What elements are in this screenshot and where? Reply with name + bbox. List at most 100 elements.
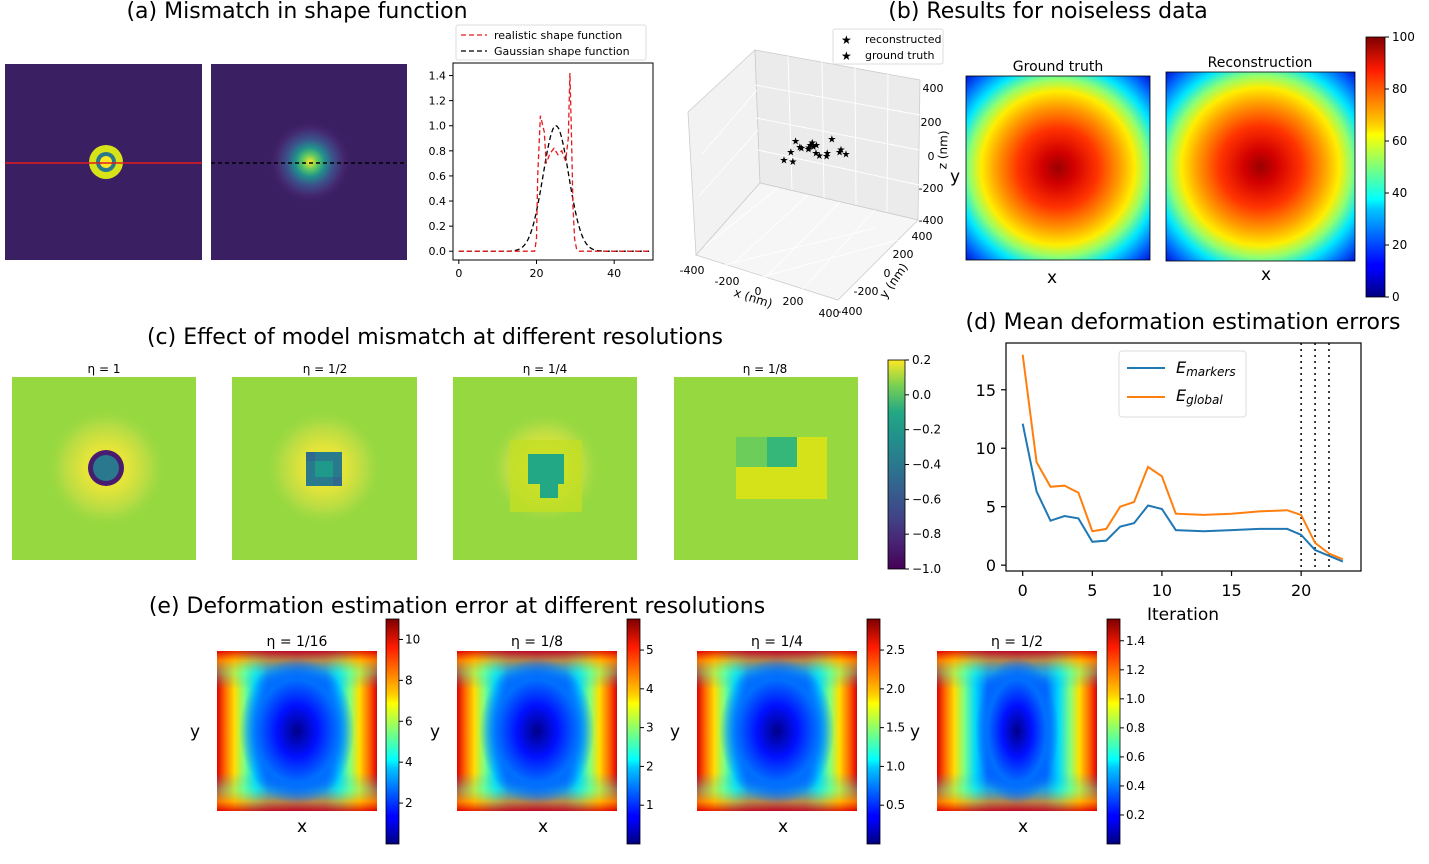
d-ytick: 0 [986, 556, 996, 575]
colorbar-tick: 2.5 [886, 643, 905, 657]
svg-text:x: x [1261, 265, 1271, 285]
colorbar-tick: 0.8 [1126, 721, 1145, 735]
colorbar-tick: 0.4 [1126, 779, 1145, 793]
colorbar-tick: 60 [1392, 134, 1407, 148]
3d-zlabel: z (nm) [935, 130, 950, 169]
panel-e-subtitle: η = 1/4 [751, 634, 803, 650]
a-xtick: 40 [607, 267, 621, 280]
colorbar-tick: 8 [405, 673, 413, 687]
panel-e-colorbar-2: 5 4 3 2 1 [626, 618, 654, 845]
panel-e-map-3: η = 1/4 x y [670, 634, 857, 837]
panel-e-map-4: η = 1/2 x y [910, 634, 1097, 837]
scatter-point-reconstructed: ★ [815, 151, 824, 162]
d-xtick: 0 [1018, 581, 1028, 600]
svg-text:0: 0 [928, 150, 935, 163]
e-global-line [1021, 354, 1344, 561]
scatter-point-reconstructed: ★ [812, 140, 821, 151]
d-xtick: 5 [1087, 581, 1097, 600]
svg-text:-400: -400 [838, 305, 863, 318]
svg-text:-200: -200 [919, 182, 944, 195]
d-xtick: 20 [1291, 581, 1311, 600]
panel-e-colorbar-1: 10 8 6 4 2 [385, 618, 420, 845]
colorbar-tick: 20 [1392, 238, 1407, 252]
panel-e-title: (e) Deformation estimation error at diff… [149, 594, 765, 619]
panel-e-ylabel: y [910, 722, 920, 742]
scatter-point-ground-truth: ★ [808, 138, 817, 149]
panel-e-subtitle: η = 1/8 [511, 634, 563, 650]
svg-text:y: y [950, 167, 960, 187]
panel-e-colorbar-4: 1.4 1.2 1.0 0.8 0.6 0.4 0.2 [1106, 618, 1145, 845]
a-ytick: 0.2 [429, 220, 447, 233]
d-xtick: 10 [1152, 581, 1172, 600]
scatter-point-reconstructed: ★ [797, 144, 806, 155]
colorbar-tick: 0.2 [912, 353, 931, 367]
panel-c-map-eta-1-8: η = 1/8 [674, 362, 858, 560]
scatter-point-ground-truth: ★ [837, 145, 846, 156]
panel-b-legend: ★ reconstructed ★ ground truth [832, 28, 944, 65]
a-ytick: 0.6 [429, 170, 447, 183]
panel-c-map-eta-1-2: η = 1/2 [232, 362, 417, 560]
scatter-point-reconstructed: ★ [780, 155, 789, 166]
scatter-point-reconstructed: ★ [842, 150, 851, 161]
colorbar-tick: 100 [1392, 30, 1415, 44]
colorbar-tick: 0.6 [1126, 750, 1145, 764]
svg-text:★: ★ [841, 33, 852, 47]
panel-a-profile-plot: 0 20 40 0.0 0.2 0.4 0.6 0.8 1.0 1.2 1.4 realistic … [429, 24, 654, 280]
panel-b-ground-truth-map: Ground truth x y [950, 59, 1151, 288]
a-xtick: 20 [529, 267, 543, 280]
3d-xlabel: x (nm) [732, 285, 774, 311]
realistic-shape-line [458, 72, 650, 252]
colorbar-tick: 0.5 [886, 798, 905, 812]
legend-realistic: realistic shape function [494, 29, 622, 42]
d-ytick: 15 [976, 381, 996, 400]
colorbar-tick: −1.0 [912, 562, 941, 576]
panel-d-legend: Emarkers Eglobal [1118, 350, 1247, 418]
svg-text:x: x [1047, 268, 1057, 288]
colorbar-tick: 10 [405, 632, 420, 646]
d-xtick: 15 [1221, 581, 1241, 600]
legend-reconstructed: reconstructed [865, 33, 941, 46]
colorbar-tick: −0.8 [912, 527, 941, 541]
panel-d-error-plot: 0 5 10 15 20 0 5 10 15 Iteration Emarkers Egloba… [976, 342, 1362, 625]
svg-text:Reconstruction: Reconstruction [1208, 55, 1313, 71]
panel-d-xlabel: Iteration [1147, 605, 1219, 625]
e-markers-line [1021, 423, 1344, 563]
colorbar-tick: 1.2 [1126, 663, 1145, 677]
a-ytick: 1.2 [429, 95, 447, 108]
svg-text:400: 400 [819, 307, 840, 320]
colorbar-tick: 3 [646, 721, 654, 735]
scatter-point-ground-truth: ★ [791, 137, 800, 148]
legend-ground-truth: ground truth [865, 49, 935, 62]
colorbar-tick: 1.0 [1126, 692, 1145, 706]
panel-b-3d-scatter: -400 -200 0 200 400 400 200 0 -200 -400 … [680, 28, 951, 320]
svg-text:-400: -400 [919, 214, 944, 227]
svg-text:-200: -200 [715, 275, 740, 288]
svg-text:-200: -200 [854, 285, 879, 298]
scatter-point-ground-truth: ★ [806, 140, 815, 151]
svg-text:η = 1: η = 1 [88, 362, 121, 376]
panel-a-image-realistic [5, 64, 202, 260]
colorbar-tick: 1 [646, 798, 654, 812]
colorbar-tick: 2.0 [886, 682, 905, 696]
panel-c-title: (c) Effect of model mismatch at differen… [147, 325, 723, 350]
colorbar-tick: −0.2 [912, 423, 941, 437]
colorbar-tick: 4 [646, 682, 654, 696]
colorbar-tick: 2 [646, 759, 654, 773]
scatter-point-reconstructed: ★ [823, 149, 832, 160]
scatter-point-reconstructed: ★ [822, 152, 831, 163]
colorbar-tick: 80 [1392, 82, 1407, 96]
panel-b-reconstruction-map: Reconstruction x [1165, 55, 1356, 285]
panel-e-ylabel: y [190, 722, 200, 742]
scatter-point-reconstructed: ★ [788, 157, 797, 168]
scatter-point-reconstructed: ★ [804, 144, 813, 155]
svg-text:400: 400 [923, 82, 944, 95]
panel-e-xlabel: x [297, 817, 307, 837]
svg-text:η = 1/4: η = 1/4 [523, 362, 568, 376]
colorbar-tick: 1.5 [886, 721, 905, 735]
a-xtick: 0 [455, 267, 462, 280]
d-ytick: 5 [986, 498, 996, 517]
panel-a-legend: realistic shape function Gaussian shape … [455, 24, 647, 61]
d-ytick: 10 [976, 439, 996, 458]
svg-text:η = 1/8: η = 1/8 [743, 362, 788, 376]
legend-gaussian: Gaussian shape function [494, 45, 630, 58]
